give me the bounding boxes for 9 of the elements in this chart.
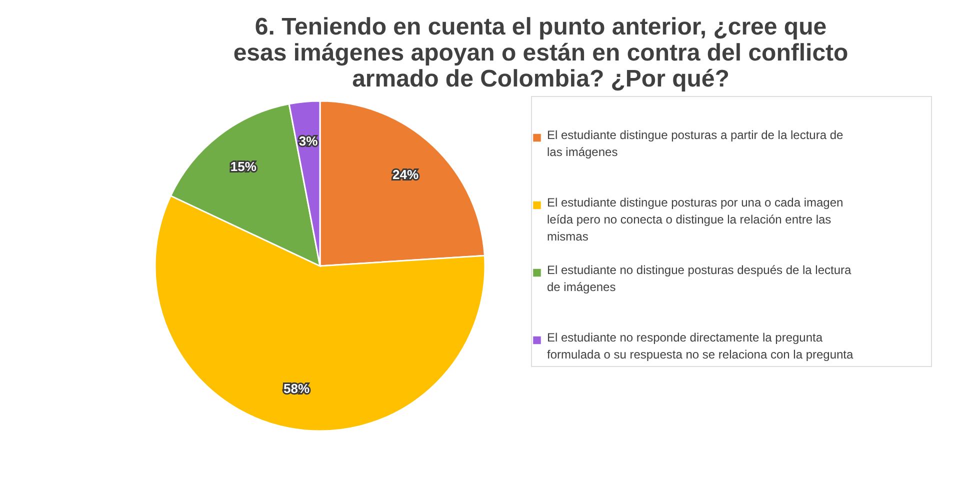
legend-label: El estudiante distingue posturas a partir de la lectura de las imágenes bbox=[547, 128, 844, 159]
chart-title: 6. Teniendo en cuenta el punto anterior, ¿cree que esas imágenes apoyan o están en contra del conflicto armado de Colombia? ¿Por qué? bbox=[233, 14, 848, 92]
data-label: 3% bbox=[298, 134, 318, 149]
data-label: 24% bbox=[392, 166, 420, 182]
legend-label: El estudiante distingue posturas por una o cada imagen leída pero no conecta o distingue la relación entre las mismas bbox=[547, 195, 844, 244]
data-label: 15% bbox=[230, 159, 257, 174]
legend-label: El estudiante no distingue posturas después de la lectura de imágenes bbox=[547, 262, 852, 294]
legend-label: El estudiante no responde directamente la pregunta formulada o su respuesta no se relaciona con la pregunta bbox=[547, 330, 854, 362]
data-label: 58% bbox=[284, 380, 310, 396]
